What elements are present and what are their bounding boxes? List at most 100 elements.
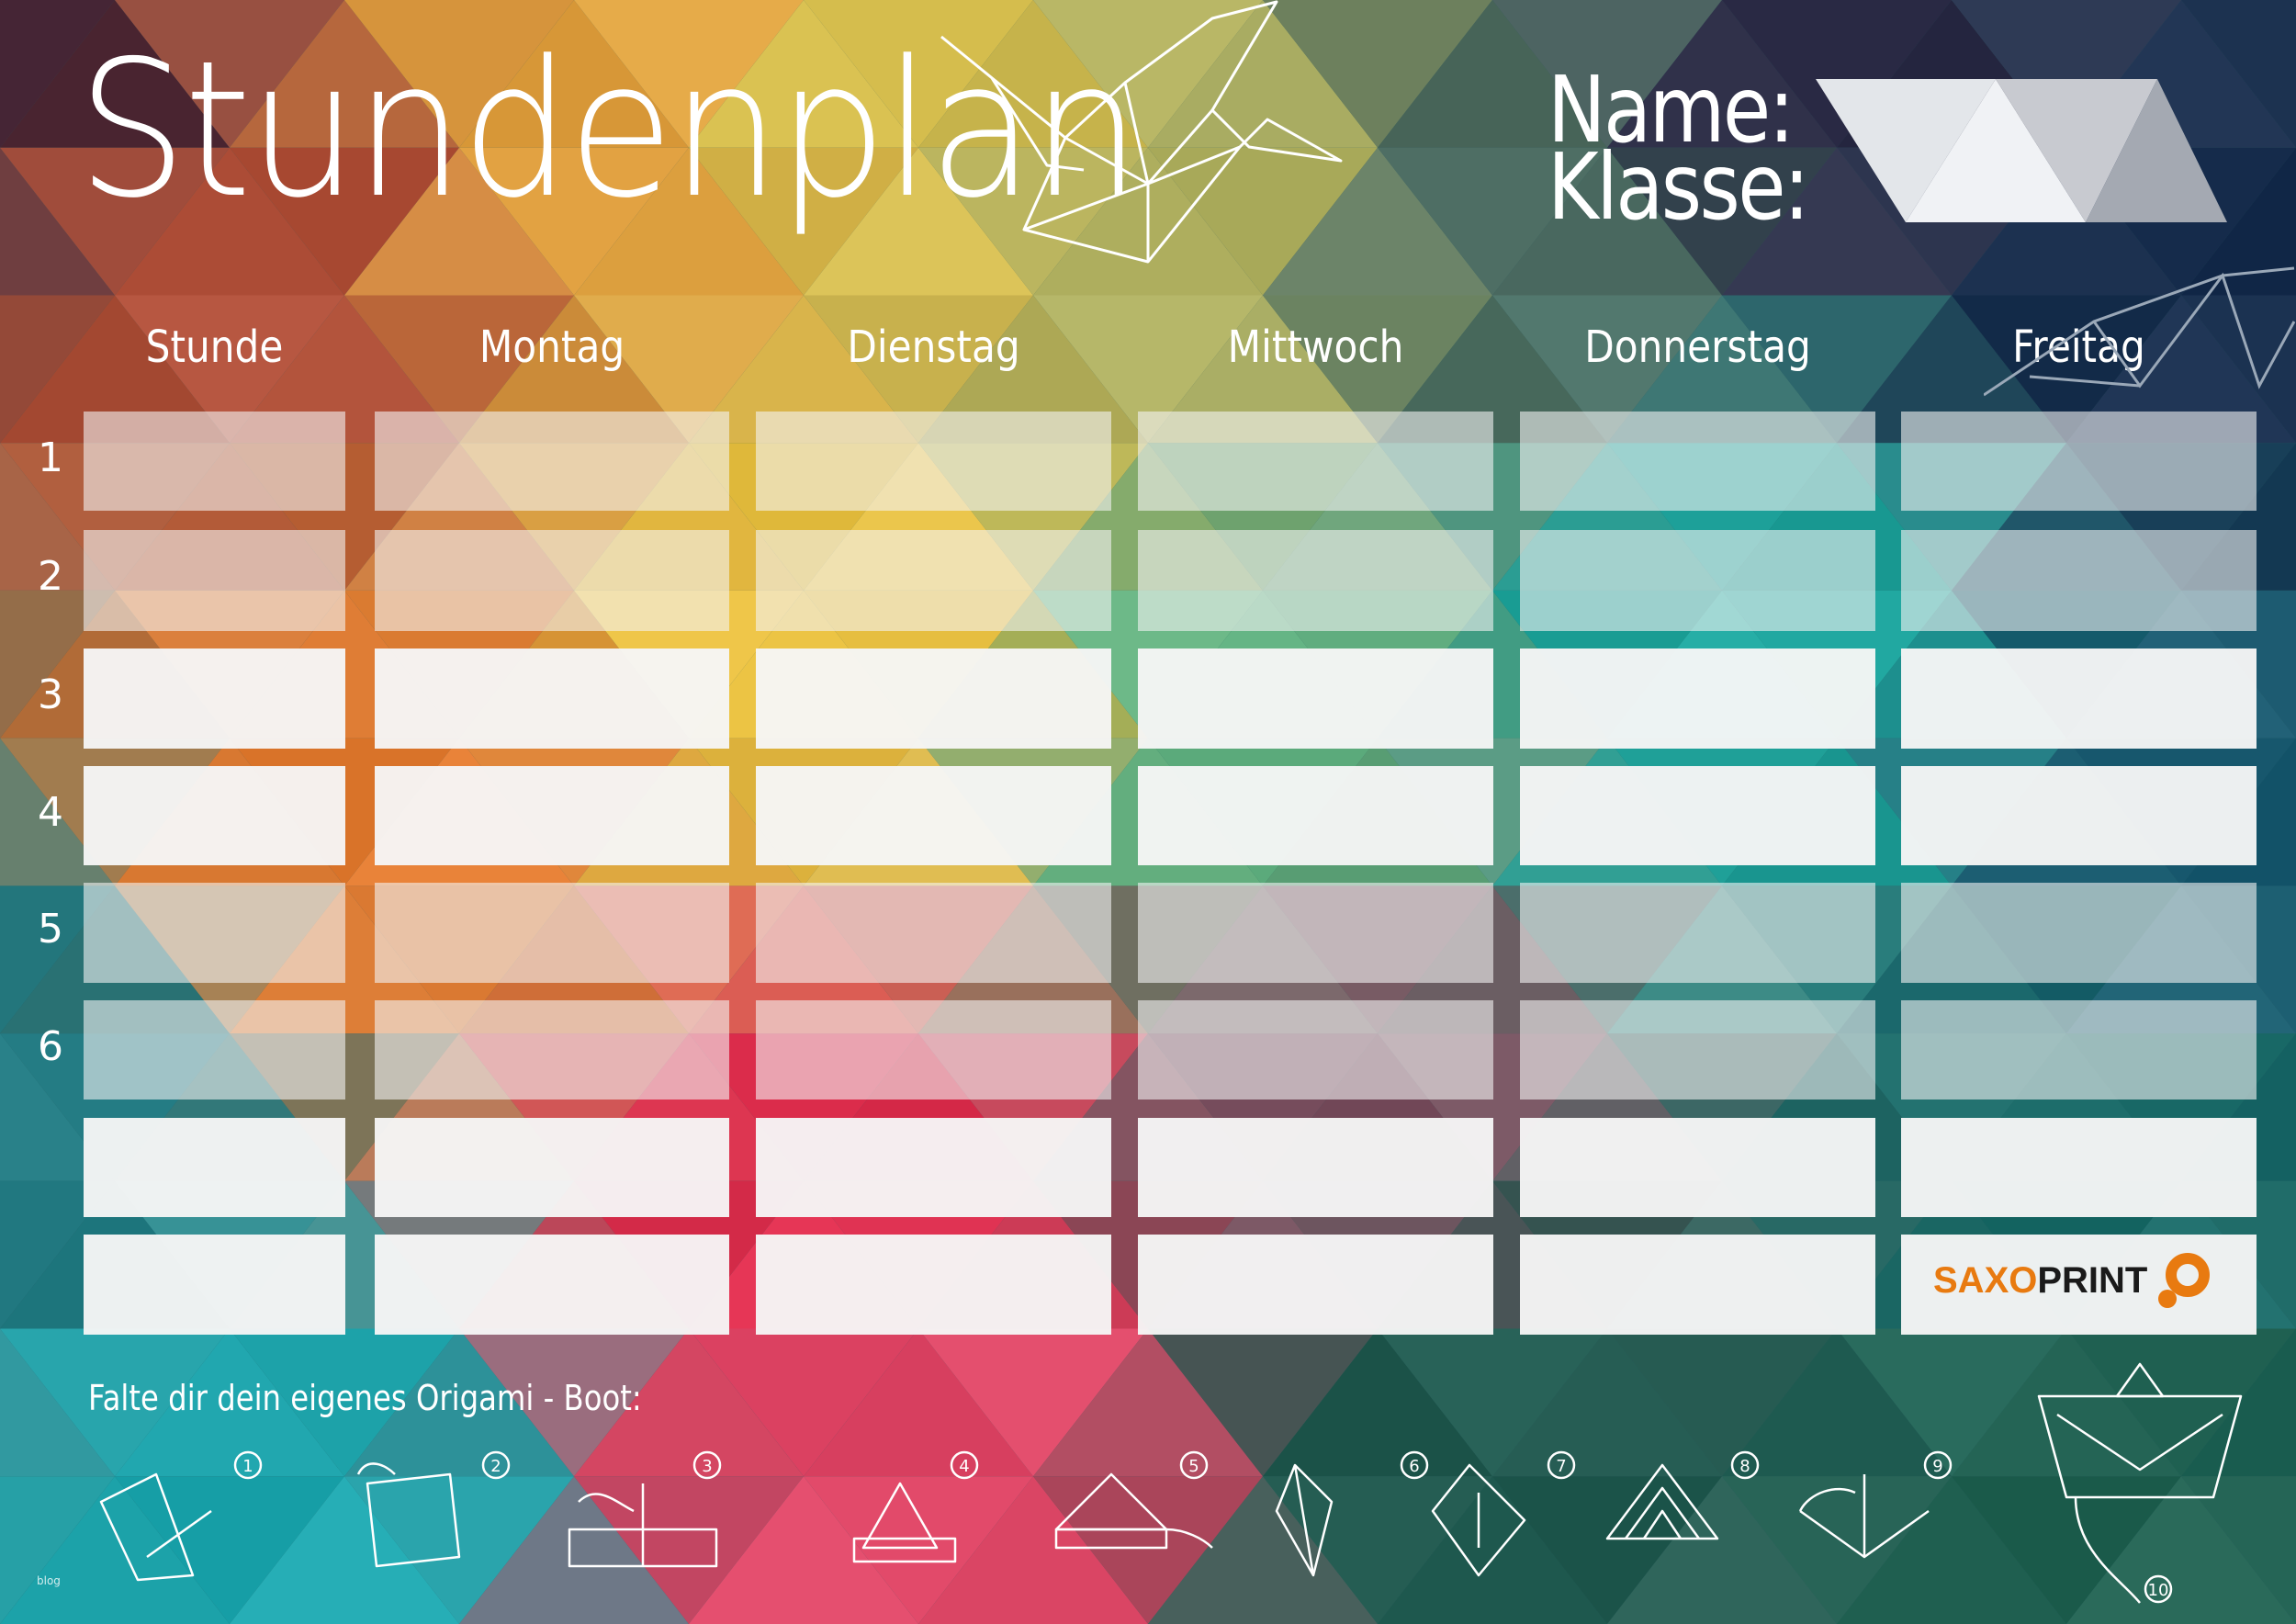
origami-folding-step-icon: 3 — [568, 1450, 722, 1568]
background-triangle — [1378, 1476, 1607, 1624]
background-triangle — [689, 295, 918, 444]
column-header-mittwoch: Mittwoch — [1227, 321, 1404, 373]
background-triangle — [1837, 295, 2066, 444]
logo-part1: SAXO — [1933, 1259, 2038, 1301]
step-number: 10 — [2148, 1581, 2169, 1600]
field-triangle — [1906, 79, 2086, 222]
origami-step-8: 8 — [1589, 1447, 1773, 1588]
timetable-cell — [375, 412, 729, 511]
background-triangle — [0, 1328, 230, 1477]
background-triangle — [689, 1328, 918, 1477]
background-triangle — [1378, 147, 1607, 296]
timetable-cell — [756, 883, 1111, 983]
timetable-cell — [375, 1235, 729, 1335]
step-number: 5 — [1188, 1457, 1199, 1476]
background-triangle — [459, 0, 689, 148]
background-triangle — [1492, 1328, 1722, 1477]
background-triangle — [1952, 0, 2181, 148]
background-triangle — [459, 1328, 689, 1477]
field-triangle — [2086, 79, 2227, 222]
background-triangle — [230, 147, 459, 296]
background-triangle — [344, 1328, 574, 1477]
timetable-cell — [84, 412, 345, 511]
timetable-cell — [84, 648, 345, 749]
background-triangle — [344, 0, 574, 148]
timetable-cell — [1138, 412, 1493, 511]
timetable-cell — [375, 1118, 729, 1217]
blog-text: blog — [37, 1574, 61, 1587]
field-triangle — [1996, 79, 2157, 222]
timetable-cell — [84, 1000, 345, 1100]
origami-step-5: 5 — [1038, 1447, 1221, 1588]
timetable-cell — [1901, 530, 2257, 631]
background-triangle — [1263, 1328, 1492, 1477]
timetable-cell — [375, 766, 729, 865]
origami-step-2: 2 — [340, 1447, 523, 1588]
timetable-cell — [1138, 883, 1493, 983]
origami-folding-step-icon: 2 — [356, 1450, 511, 1568]
name-label: Name: — [1548, 56, 1795, 164]
background-triangle — [0, 147, 115, 296]
name-class-field[interactable] — [1816, 79, 2229, 222]
background-triangle — [574, 1476, 804, 1624]
background-triangle — [1722, 147, 1952, 296]
timetable-cell — [1901, 766, 2257, 865]
timetable-cell — [1138, 530, 1493, 631]
timetable-cell — [1138, 766, 1493, 865]
background-triangle — [115, 147, 344, 296]
background-triangle — [1722, 1476, 1952, 1624]
column-header-montag: Montag — [478, 321, 625, 373]
origami-folding-step-icon: 10 — [2037, 1362, 2243, 1604]
background-triangle — [1722, 295, 1952, 444]
timetable-cell — [1901, 412, 2257, 511]
background-triangle — [1607, 295, 1837, 444]
background-triangle — [1952, 1476, 2181, 1624]
background-triangle — [804, 1476, 1033, 1624]
background-triangle — [574, 0, 804, 148]
background-triangle — [918, 147, 1148, 296]
timetable-cell — [375, 883, 729, 983]
timetable-cell — [375, 1000, 729, 1100]
step-number: 1 — [242, 1457, 253, 1476]
background-triangle — [1148, 1476, 1378, 1624]
timetable-cell — [1520, 648, 1875, 749]
step-number: 4 — [959, 1457, 969, 1476]
origami-folding-step-icon: 8 — [1605, 1450, 1760, 1540]
background-triangle — [689, 1476, 918, 1624]
origami-folding-step-icon: 5 — [1054, 1450, 1213, 1550]
origami-crane-icon — [940, 0, 1343, 264]
timetable-cell — [84, 530, 345, 631]
background-triangle — [1378, 1328, 1607, 1477]
background-triangle — [918, 295, 1148, 444]
background-triangle — [1607, 1328, 1837, 1477]
timetable-cell — [1138, 1000, 1493, 1100]
background-triangle — [1148, 0, 1378, 148]
timetable-cell — [756, 412, 1111, 511]
background-triangle — [344, 295, 574, 444]
origami-bird-icon — [1984, 266, 2296, 397]
origami-instructions: Falte dir dein eigenes Origami - Boot: — [88, 1378, 642, 1418]
background-triangle — [1148, 295, 1378, 444]
timetable-cell — [756, 1118, 1111, 1217]
origami-folding-step-icon: 7 — [1431, 1450, 1576, 1577]
origami-step-6: 6 — [1258, 1447, 1442, 1588]
row-number: 4 — [38, 789, 63, 836]
column-header-stunde: Stunde — [145, 321, 284, 373]
origami-folding-step-icon: 1 — [99, 1450, 263, 1582]
background-triangle — [230, 0, 459, 148]
background-triangle — [115, 0, 344, 148]
background-triangle — [2181, 147, 2296, 296]
background-triangle — [689, 147, 918, 296]
background-triangle — [1033, 295, 1263, 444]
row-number: 6 — [38, 1023, 63, 1070]
timetable-cell — [1520, 766, 1875, 865]
origami-step-1: 1 — [92, 1447, 276, 1588]
background-triangle — [1837, 1328, 2066, 1477]
background-triangle — [574, 1328, 804, 1477]
background-triangle — [1033, 1328, 1263, 1477]
row-number: 1 — [38, 434, 63, 481]
background-triangle — [1263, 295, 1492, 444]
column-header-donnerstag: Donnerstag — [1584, 321, 1811, 373]
background-triangle — [459, 295, 689, 444]
origami-step-3: 3 — [551, 1447, 735, 1588]
